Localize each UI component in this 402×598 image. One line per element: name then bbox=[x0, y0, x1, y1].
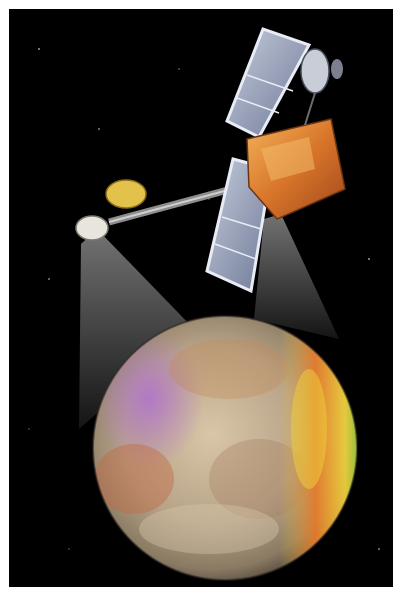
sensor-beams bbox=[79, 214, 339, 429]
illustration-canvas bbox=[28, 27, 380, 581]
illustration-frame bbox=[9, 9, 393, 587]
spacecraft-icon bbox=[75, 27, 346, 294]
planet-icon bbox=[92, 315, 358, 581]
